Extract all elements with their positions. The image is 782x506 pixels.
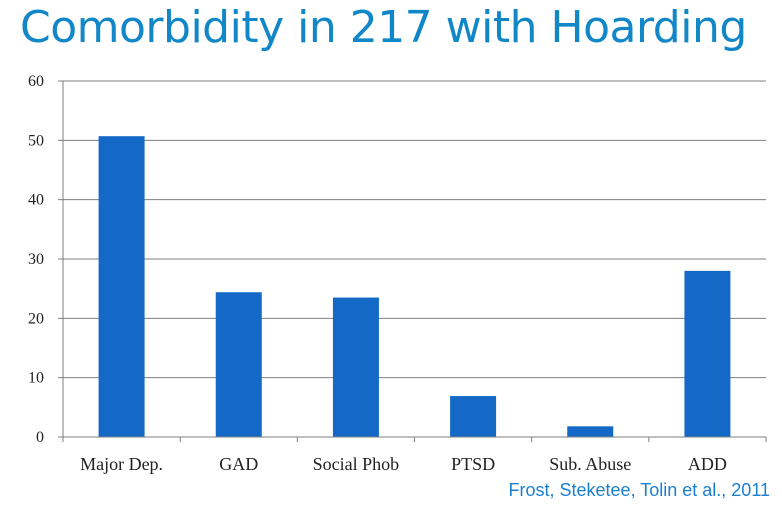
x-category-label: Social Phob bbox=[313, 454, 400, 474]
x-category-label: GAD bbox=[219, 454, 258, 474]
bars bbox=[98, 136, 731, 437]
x-category-label: ADD bbox=[688, 454, 727, 474]
x-category-label: Major Dep. bbox=[80, 454, 163, 474]
y-axis-tick-labels: 0 10 20 30 40 50 60 bbox=[28, 73, 44, 446]
bar-add bbox=[684, 270, 731, 437]
x-category-label: Sub. Abuse bbox=[549, 454, 631, 474]
y-tick-label: 10 bbox=[28, 370, 44, 387]
y-tick-label: 30 bbox=[28, 251, 44, 268]
y-tick-label: 0 bbox=[36, 429, 44, 446]
citation: Frost, Steketee, Tolin et al., 2011 bbox=[508, 480, 770, 500]
x-category-label: PTSD bbox=[451, 454, 495, 474]
gridlines bbox=[58, 80, 766, 438]
bar-social-phob bbox=[332, 297, 379, 437]
bar-major-dep bbox=[98, 136, 145, 437]
axes bbox=[58, 81, 767, 442]
x-axis-category-labels: Major Dep. GAD Social Phob PTSD Sub. Abuse AD… bbox=[80, 454, 727, 474]
bar-gad bbox=[215, 292, 262, 437]
y-tick-label: 50 bbox=[28, 132, 44, 149]
y-tick-label: 60 bbox=[28, 73, 44, 90]
y-tick-label: 20 bbox=[28, 310, 44, 327]
bar-sub-abuse bbox=[567, 426, 614, 437]
y-tick-label: 40 bbox=[28, 192, 44, 209]
page-title: Comorbidity in 217 with Hoarding bbox=[20, 2, 747, 53]
bar-ptsd bbox=[450, 396, 497, 437]
